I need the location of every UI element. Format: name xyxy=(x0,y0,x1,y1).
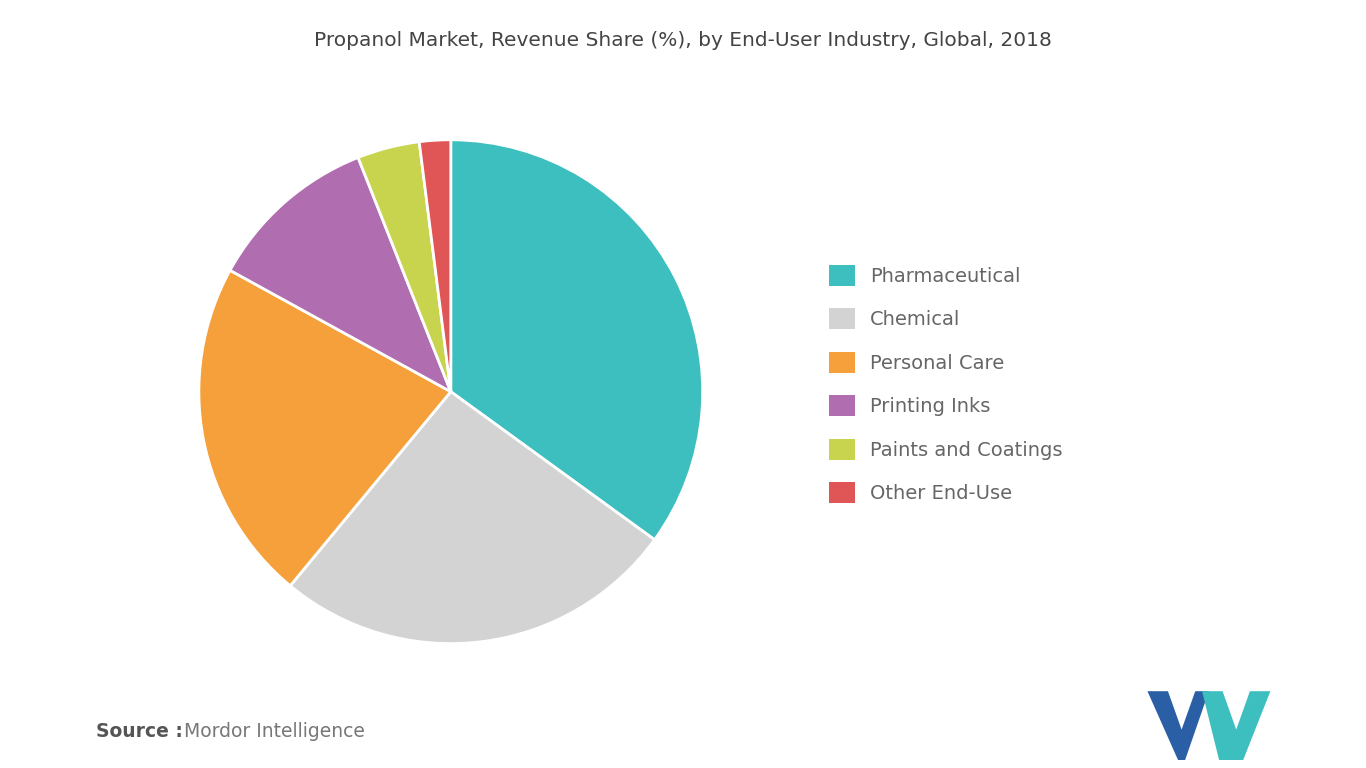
Text: Propanol Market, Revenue Share (%), by End-User Industry, Global, 2018: Propanol Market, Revenue Share (%), by E… xyxy=(314,31,1052,50)
Text: Mordor Intelligence: Mordor Intelligence xyxy=(184,722,365,741)
Wedge shape xyxy=(419,140,451,392)
Wedge shape xyxy=(451,140,702,540)
Polygon shape xyxy=(1202,691,1270,760)
Wedge shape xyxy=(199,270,451,586)
Wedge shape xyxy=(290,392,654,644)
Wedge shape xyxy=(229,157,451,392)
Text: Source :: Source : xyxy=(96,722,183,741)
Polygon shape xyxy=(1147,691,1209,760)
Legend: Pharmaceutical, Chemical, Personal Care, Printing Inks, Paints and Coatings, Oth: Pharmaceutical, Chemical, Personal Care,… xyxy=(829,264,1063,504)
Wedge shape xyxy=(358,142,451,392)
